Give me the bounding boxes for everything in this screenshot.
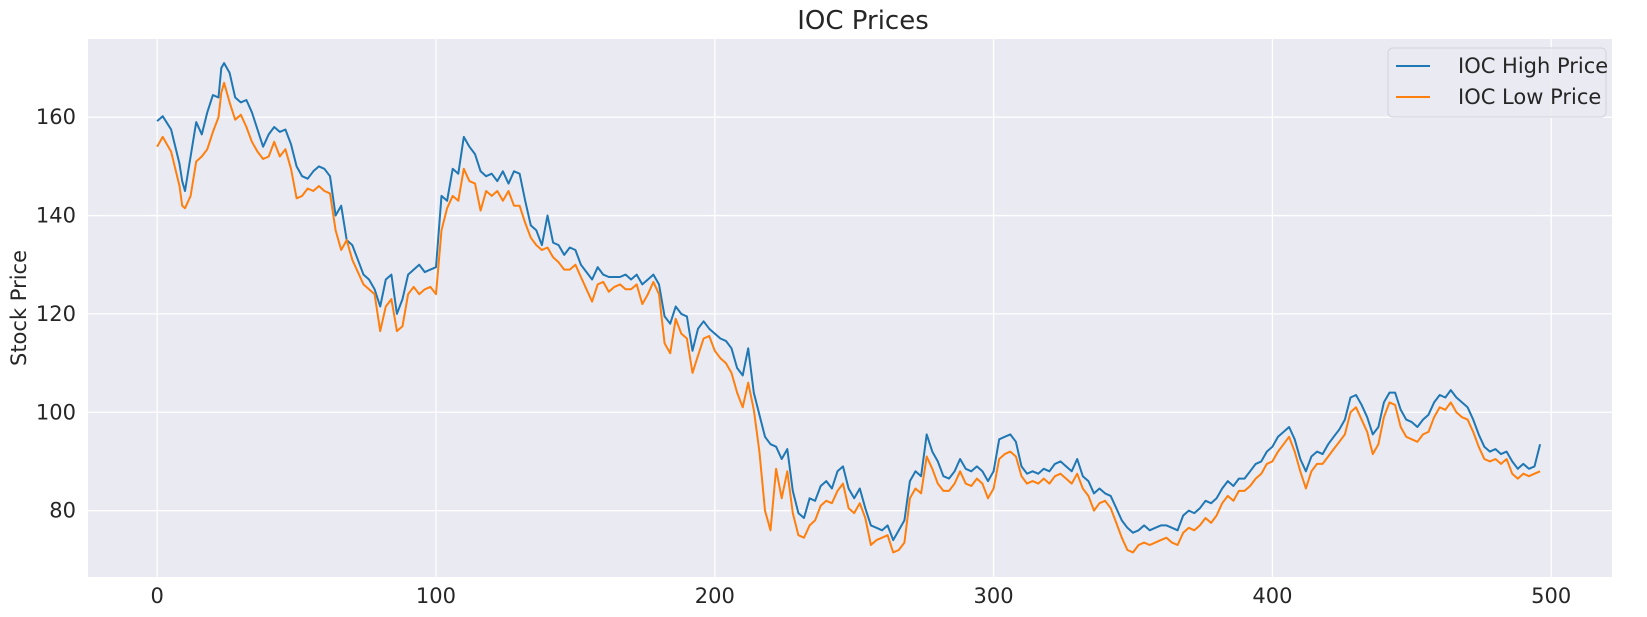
series-line-ioc-high-price (156, 62, 1542, 542)
y-tick-label: 120 (36, 302, 76, 326)
series-layer (156, 62, 1542, 554)
plot-background (88, 39, 1612, 577)
y-tick-label: 100 (36, 400, 76, 424)
y-tick-label: 140 (36, 204, 76, 228)
legend-label-high: IOC High Price (1458, 54, 1608, 78)
x-tick-label: 400 (1252, 584, 1292, 608)
chart-title: IOC Prices (797, 6, 929, 36)
y-tick-label: 80 (49, 499, 76, 523)
x-tick-label: 100 (416, 584, 456, 608)
legend-label-low: IOC Low Price (1458, 85, 1601, 109)
series-line-ioc-low-price (156, 81, 1541, 554)
x-tick-label: 500 (1531, 584, 1571, 608)
ticks: 0 100 200 300 400 500 80 100 120 140 160 (36, 105, 1571, 608)
x-tick-label: 200 (695, 584, 735, 608)
y-axis-label: Stock Price (7, 250, 31, 366)
x-tick-label: 0 (150, 584, 163, 608)
y-tick-label: 160 (36, 105, 76, 129)
legend: IOC High Price IOC Low Price (1387, 47, 1608, 118)
x-tick-label: 300 (974, 584, 1014, 608)
legend-box (1387, 47, 1607, 118)
